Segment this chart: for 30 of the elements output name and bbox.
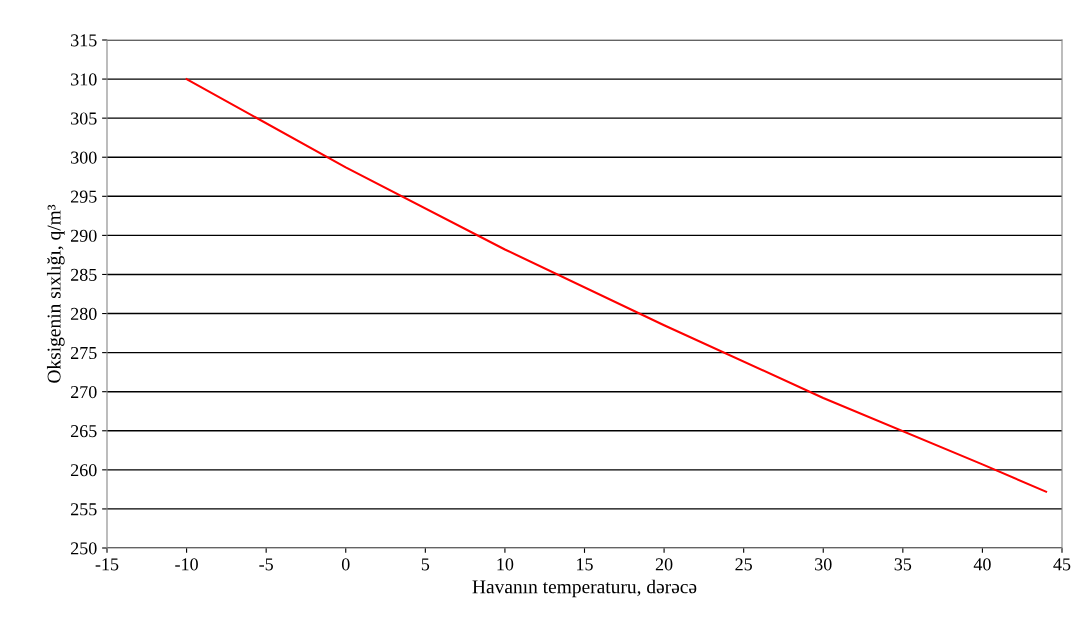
y-tick-label: 250 (70, 542, 97, 555)
y-tick-label: 270 (70, 385, 97, 399)
y-tick-label: 265 (70, 425, 97, 438)
line-series (185, 78, 1048, 493)
y-tick-label: 255 (70, 503, 97, 516)
x-tick-label: 35 (894, 558, 912, 571)
y-tick-label: 260 (70, 464, 97, 477)
y-tick-label: 305 (71, 112, 97, 125)
x-tick-label: -5 (259, 558, 273, 571)
x-tick-label: 45 (1053, 558, 1071, 571)
y-tick-label: 310 (71, 73, 97, 86)
y-tick-label: 275 (70, 346, 97, 360)
y-tick-label: 315 (71, 34, 97, 47)
x-tick-label: 30 (815, 558, 832, 571)
x-tick-label: 10 (497, 558, 514, 571)
y-tick-label: 295 (70, 190, 97, 203)
x-tick-label: 15 (577, 558, 593, 571)
x-tick-label: -15 (95, 558, 119, 571)
x-tick-label: -10 (175, 558, 198, 571)
y-tick-label: 290 (70, 229, 97, 242)
x-tick-label: 20 (655, 558, 673, 571)
y-tick-label: 285 (70, 268, 97, 281)
y-tick-label: 280 (70, 307, 97, 320)
y-axis-title: Oksigenin sıxlığı, q/m³ (46, 204, 65, 383)
x-tick-label: 25 (735, 558, 752, 571)
y-tick-label: 300 (71, 151, 97, 164)
x-tick-label: 40 (973, 558, 991, 571)
x-tick-label: 5 (421, 558, 430, 571)
x-tick-label: 0 (341, 558, 350, 571)
x-axis-title: Havanın temperaturu, dərəcə (472, 579, 697, 598)
